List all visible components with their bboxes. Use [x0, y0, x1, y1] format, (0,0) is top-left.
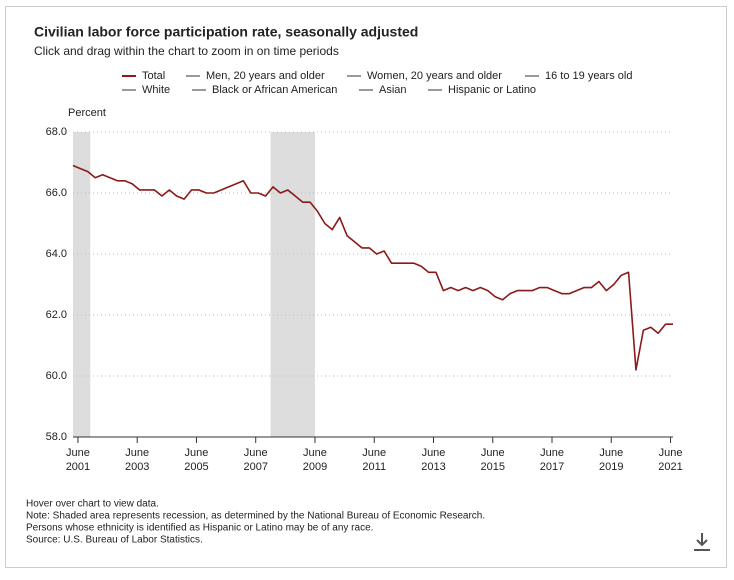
legend: Total Men, 20 years and older Women, 20 ye… [122, 70, 632, 96]
y-tick-label: 60.0 [46, 370, 67, 382]
y-tick-label: 62.0 [46, 309, 67, 321]
x-tick-label: June [481, 447, 505, 459]
y-tick-label: 64.0 [46, 248, 67, 260]
chart-title: Civilian labor force participation rate,… [34, 24, 418, 40]
x-tick-label: June [244, 447, 268, 459]
x-tick-label: 2017 [540, 461, 564, 473]
x-tick-label: June [125, 447, 149, 459]
x-tick-label: June [303, 447, 327, 459]
recession-band [73, 132, 91, 437]
frame [5, 6, 727, 568]
x-tick-label: 2001 [66, 461, 90, 473]
y-tick-label: 68.0 [46, 126, 67, 138]
data-line [72, 164, 673, 371]
x-tick-label: 2015 [481, 461, 505, 473]
recession-band [270, 132, 315, 437]
legend-label: Total [142, 70, 165, 82]
x-tick-label: 2013 [421, 461, 445, 473]
y-tick-label: 66.0 [46, 187, 67, 199]
footnote: Hover over chart to view data. [26, 499, 159, 510]
x-tick-label: June [422, 447, 446, 459]
x-tick-label: 2009 [303, 461, 327, 473]
legend-label: Women, 20 years and older [367, 70, 502, 82]
y-tick-label: 58.0 [46, 431, 67, 443]
legend-label: Black or African American [212, 84, 337, 96]
x-tick-label: June [362, 447, 386, 459]
x-tick-label: 2007 [243, 461, 267, 473]
legend-label: Asian [379, 84, 407, 96]
legend-label: Hispanic or Latino [448, 84, 536, 96]
legend-label: 16 to 19 years old [545, 70, 632, 82]
download-icon[interactable] [694, 533, 710, 551]
x-tick-label: June [599, 447, 623, 459]
footnote: Persons whose ethnicity is identified as… [26, 523, 373, 534]
x-tick-label: 2021 [658, 461, 682, 473]
legend-label: Men, 20 years and older [206, 70, 325, 82]
x-tick-label: June [659, 447, 683, 459]
footnote: Source: U.S. Bureau of Labor Statistics. [26, 535, 203, 546]
y-axis-label: Percent [68, 107, 106, 119]
x-tick-label: 2011 [362, 461, 386, 473]
chart-subtitle: Click and drag within the chart to zoom … [34, 44, 339, 58]
x-tick-label: 2003 [125, 461, 149, 473]
icon-head [696, 539, 708, 547]
x-tick-label: June [540, 447, 564, 459]
footnote: Note: Shaded area represents recession, … [26, 511, 485, 522]
x-tick-label: 2019 [599, 461, 623, 473]
x-tick-label: June [185, 447, 209, 459]
legend-label: White [142, 84, 170, 96]
x-tick-label: June [66, 447, 90, 459]
x-tick-label: 2005 [184, 461, 208, 473]
